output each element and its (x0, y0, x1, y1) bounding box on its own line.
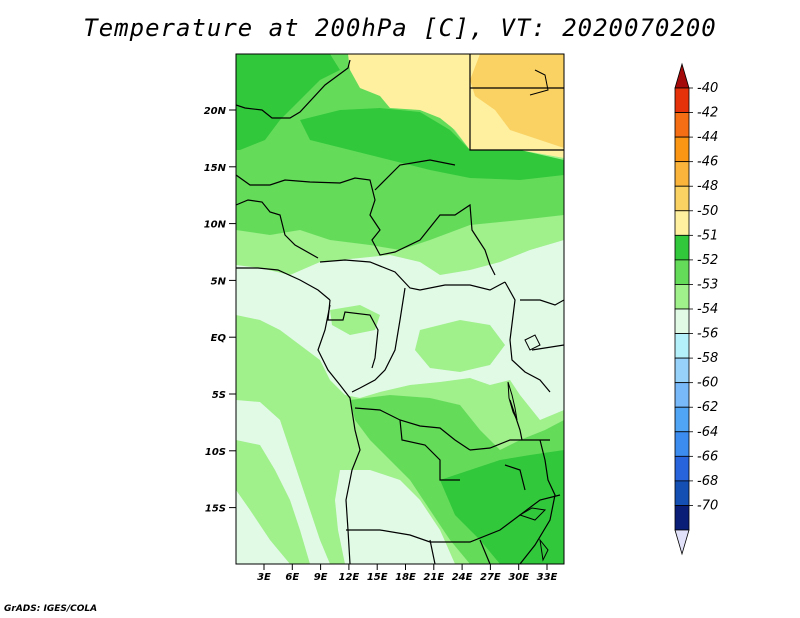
colorbar-swatch (674, 357, 690, 384)
colorbar-bottom-arrow (674, 529, 690, 556)
colorbar-swatch (674, 406, 690, 433)
lon-tick-label: 9E (314, 572, 328, 583)
colorbar-swatch (674, 87, 690, 113)
temperature-field (236, 54, 564, 564)
colorbar-label: -42 (697, 106, 718, 121)
colorbar-swatch (674, 112, 690, 138)
colorbar-swatch (674, 505, 690, 531)
colorbar-swatch (674, 185, 690, 212)
map-frame (235, 53, 565, 565)
colorbar-swatch (674, 161, 690, 187)
colorbar-label: -58 (697, 351, 718, 366)
colorbar-label: -62 (697, 400, 718, 415)
field-region-51b (300, 108, 564, 180)
colorbar-label: -70 (697, 498, 718, 513)
colorbar-swatch (674, 136, 690, 163)
colorbar: -40 -42 -44 -46 -48 -50 -51 -52 -53 -54 -56 -58 -60 -… (674, 62, 718, 556)
colorbar-swatch (674, 431, 690, 457)
colorbar-label: -40 (697, 81, 718, 96)
colorbar-label: -68 (697, 474, 718, 489)
colorbar-top-arrow (674, 62, 690, 89)
colorbar-label: -51 (697, 228, 718, 243)
colorbar-label: -46 (697, 155, 718, 170)
lon-tick-label: 33E (537, 572, 558, 583)
colorbar-swatch (674, 455, 690, 482)
colorbar-swatch (674, 284, 690, 310)
field-region-48 (470, 54, 564, 148)
lon-tick-label: 30E (508, 572, 529, 583)
credit-text: GrADS: IGES/COLA (4, 604, 98, 614)
field-region-51 (236, 54, 340, 150)
lon-tick-label: 15E (367, 572, 388, 583)
lon-tick-label: 3E (257, 572, 271, 583)
lakes (507, 69, 549, 562)
colorbar-label: -52 (697, 253, 718, 268)
lon-tick-label: 18E (395, 572, 416, 583)
field-region-51c (440, 450, 564, 564)
colorbar-label: -66 (697, 449, 718, 464)
country-boundaries (236, 54, 564, 564)
colorbar-swatch (674, 308, 690, 334)
colorbar-label: -44 (697, 130, 718, 145)
lat-tick-label: 5N (211, 276, 227, 287)
lat-tick-label: 5S (212, 390, 226, 401)
colorbar-label: -60 (697, 376, 718, 391)
colorbar-label: -53 (697, 277, 718, 292)
colorbar-label: -56 (697, 327, 718, 342)
lon-tick-label: 27E (480, 572, 501, 583)
lon-tick-label: 21E (423, 572, 444, 583)
lon-tick-label: 6E (285, 572, 299, 583)
colorbar-swatch (674, 480, 690, 506)
lat-tick-label: 10S (205, 447, 226, 458)
longitude-axis: 3E 6E 9E 12E 15E 18E 21E 24E 27E 30E 33E (257, 564, 558, 583)
field-region-53 (415, 320, 505, 372)
latitude-axis: 20N 15N 10N 5N EQ 5S 10S 15S (204, 106, 236, 515)
colorbar-swatch (674, 259, 690, 285)
lon-tick-label: 12E (339, 572, 360, 583)
field-region-54 (236, 240, 564, 420)
field-region-53c (236, 440, 310, 564)
lat-tick-label: 10N (204, 220, 227, 231)
lat-tick-label: 15S (205, 504, 226, 515)
lat-tick-label: 15N (204, 163, 227, 174)
colorbar-swatch (674, 333, 690, 359)
lat-tick-label: 20N (204, 106, 227, 117)
colorbar-swatch (674, 234, 690, 261)
colorbar-label: -50 (697, 204, 718, 219)
colorbar-label: -54 (697, 302, 718, 317)
lat-tick-label: EQ (211, 333, 227, 344)
colorbar-swatch (674, 382, 690, 408)
colorbar-label: -48 (697, 179, 718, 194)
lon-tick-label: 24E (452, 572, 473, 583)
chart-title: Temperature at 200hPa [C], VT: 202007020… (83, 14, 717, 42)
field-region-53b (330, 305, 380, 335)
colorbar-swatch (674, 210, 690, 236)
colorbar-label: -64 (697, 425, 718, 440)
